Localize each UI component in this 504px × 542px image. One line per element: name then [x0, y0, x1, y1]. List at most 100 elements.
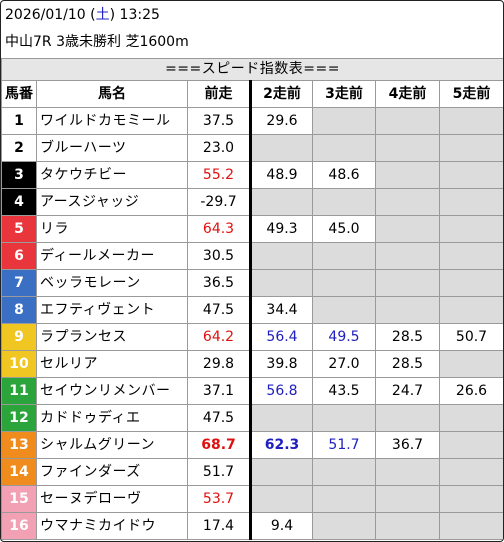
speed-index-5-races-ago	[438, 350, 503, 378]
speed-index-3-races-ago: 51.7	[312, 431, 376, 459]
table-row: 6 ディールメーカー 30.5	[1, 242, 503, 270]
speed-index-3-races-ago: 27.0	[312, 350, 376, 378]
speed-index-2-races-ago	[250, 485, 313, 513]
speed-index-last-race: 23.0	[187, 134, 252, 162]
horse-name: ウマナミカイドウ	[36, 512, 188, 540]
speed-index-5-races-ago	[438, 458, 503, 486]
table-title: ===スピード指数表===	[1, 58, 503, 81]
speed-index-last-race: 29.8	[187, 350, 252, 378]
speed-index-4-races-ago	[375, 458, 440, 486]
speed-index-last-race: 47.5	[187, 404, 252, 432]
race-time: 13:25	[119, 7, 160, 23]
horse-name: アースジャッジ	[36, 188, 188, 216]
table-row: 7 ベッラモレーン 36.5	[1, 269, 503, 297]
speed-index-3-races-ago	[312, 485, 376, 513]
speed-index-2-races-ago: 9.4	[250, 512, 313, 540]
speed-index-last-race: 37.5	[187, 107, 252, 135]
speed-index-4-races-ago: 36.7	[375, 431, 440, 459]
speed-index-2-races-ago: 56.8	[250, 377, 313, 405]
speed-index-table: ===スピード指数表=== 馬番 馬名 前走 2走前 3走前 4走前 5走前 1…	[1, 58, 503, 540]
speed-index-4-races-ago: 28.5	[375, 323, 440, 351]
speed-index-4-races-ago	[375, 404, 440, 432]
speed-index-5-races-ago	[438, 242, 503, 270]
speed-index-last-race: 36.5	[187, 269, 252, 297]
speed-index-2-races-ago	[250, 188, 313, 216]
horse-name: セルリア	[36, 350, 188, 378]
speed-index-4-races-ago	[375, 161, 440, 189]
table-row: 4 アースジャッジ -29.7	[1, 188, 503, 216]
speed-index-5-races-ago	[438, 296, 503, 324]
speed-index-3-races-ago: 49.5	[312, 323, 376, 351]
speed-index-5-races-ago	[438, 404, 503, 432]
speed-index-last-race: 64.3	[187, 215, 252, 243]
speed-index-5-races-ago	[438, 431, 503, 459]
speed-index-2-races-ago: 48.9	[250, 161, 313, 189]
speed-index-last-race: 68.7	[187, 431, 252, 459]
speed-index-2-races-ago: 49.3	[250, 215, 313, 243]
table-row: 14 ファインダーズ 51.7	[1, 458, 503, 486]
speed-index-3-races-ago	[312, 404, 376, 432]
speed-index-5-races-ago	[438, 134, 503, 162]
speed-index-2-races-ago: 39.8	[250, 350, 313, 378]
column-header-5-races-ago: 5走前	[438, 80, 503, 108]
horse-name: ラプランセス	[36, 323, 188, 351]
column-header-name: 馬名	[36, 80, 188, 108]
horse-number-badge: 8	[1, 296, 37, 324]
speed-index-3-races-ago: 45.0	[312, 215, 376, 243]
horse-name: ワイルドカモミール	[36, 107, 188, 135]
horse-number-badge: 12	[1, 404, 37, 432]
table-row: 8 エフティヴェント 47.5 34.4	[1, 296, 503, 324]
horse-number-badge: 1	[1, 107, 37, 135]
horse-name: セーヌデローヴ	[36, 485, 188, 513]
speed-index-last-race: -29.7	[187, 188, 252, 216]
speed-index-5-races-ago	[438, 512, 503, 540]
speed-index-5-races-ago	[438, 269, 503, 297]
table-row: 10 セルリア 29.8 39.8 27.0 28.5	[1, 350, 503, 378]
horse-number-badge: 4	[1, 188, 37, 216]
column-header-3-races-ago: 3走前	[312, 80, 376, 108]
horse-name: タケウチビー	[36, 161, 188, 189]
table-row: 5 リラ 64.3 49.3 45.0	[1, 215, 503, 243]
horse-number-badge: 13	[1, 431, 37, 459]
speed-index-3-races-ago	[312, 242, 376, 270]
horse-name: ブルーハーツ	[36, 134, 188, 162]
speed-index-4-races-ago	[375, 107, 440, 135]
horse-name: ファインダーズ	[36, 458, 188, 486]
speed-index-5-races-ago	[438, 215, 503, 243]
speed-index-3-races-ago: 43.5	[312, 377, 376, 405]
column-header-last-race: 前走	[187, 80, 252, 108]
speed-index-last-race: 30.5	[187, 242, 252, 270]
speed-index-4-races-ago	[375, 242, 440, 270]
speed-index-4-races-ago	[375, 485, 440, 513]
speed-index-5-races-ago	[438, 161, 503, 189]
horse-number-badge: 5	[1, 215, 37, 243]
speed-index-3-races-ago	[312, 269, 376, 297]
speed-index-last-race: 17.4	[187, 512, 252, 540]
horse-name: リラ	[36, 215, 188, 243]
table-row: 2 ブルーハーツ 23.0	[1, 134, 503, 162]
horse-number-badge: 14	[1, 458, 37, 486]
horse-name: ディールメーカー	[36, 242, 188, 270]
speed-index-3-races-ago	[312, 296, 376, 324]
table-row: 9 ラプランセス 64.2 56.4 49.5 28.5 50.7	[1, 323, 503, 351]
speed-index-last-race: 53.7	[187, 485, 252, 513]
race-datetime: 2026/01/10 (土) 13:25	[5, 7, 160, 23]
table-row: 13 シャルムグリーン 68.7 62.3 51.7 36.7	[1, 431, 503, 459]
speed-index-4-races-ago	[375, 512, 440, 540]
speed-index-4-races-ago	[375, 269, 440, 297]
table-row: 3 タケウチビー 55.2 48.9 48.6	[1, 161, 503, 189]
speed-index-3-races-ago	[312, 134, 376, 162]
speed-index-5-races-ago	[438, 107, 503, 135]
table-header-row: 馬番 馬名 前走 2走前 3走前 4走前 5走前	[1, 80, 503, 108]
speed-index-5-races-ago: 50.7	[438, 323, 503, 351]
horse-name: カドドゥディエ	[36, 404, 188, 432]
speed-index-3-races-ago: 48.6	[312, 161, 376, 189]
speed-index-4-races-ago: 24.7	[375, 377, 440, 405]
table-row: 1 ワイルドカモミール 37.5 29.6	[1, 107, 503, 135]
speed-index-4-races-ago	[375, 215, 440, 243]
speed-index-5-races-ago	[438, 188, 503, 216]
table-row: 16 ウマナミカイドウ 17.4 9.4	[1, 512, 503, 540]
speed-index-3-races-ago	[312, 107, 376, 135]
speed-index-4-races-ago	[375, 296, 440, 324]
